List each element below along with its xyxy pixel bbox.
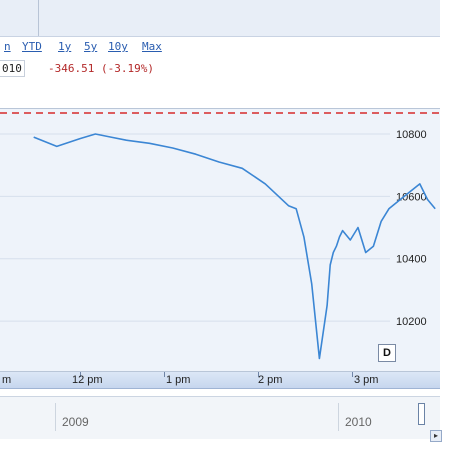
time-label: 2 pm bbox=[258, 374, 283, 386]
time-tick bbox=[258, 372, 259, 377]
y-tick-label: 10400 bbox=[396, 254, 427, 266]
series-line bbox=[33, 133, 436, 360]
zoom-link-1y[interactable]: 1y bbox=[58, 40, 72, 53]
y-tick-label: 10800 bbox=[396, 129, 427, 141]
scroll-arrow-icon[interactable]: ▸ bbox=[430, 430, 442, 442]
year-label: 2009 bbox=[62, 415, 89, 429]
time-axis: m 12 pm 1 pm 2 pm 3 pm bbox=[0, 372, 440, 389]
quote-change-row: 010 -346.51 (-3.19%) bbox=[0, 60, 440, 77]
chart-area[interactable]: 1080010600104001020010000 bbox=[0, 108, 440, 390]
zoom-range-bar: n YTD 1y 5y 10y Max bbox=[0, 40, 440, 56]
y-tick-label: 10600 bbox=[396, 191, 427, 203]
year-divider bbox=[338, 403, 339, 431]
price-change: -346.51 (-3.19%) bbox=[48, 62, 154, 75]
zoom-link-10y[interactable]: 10y bbox=[108, 40, 128, 53]
time-label: 3 pm bbox=[354, 374, 379, 386]
zoom-link-5y[interactable]: 5y bbox=[84, 40, 98, 53]
zoom-link-ytd[interactable]: YTD bbox=[22, 40, 42, 53]
time-tick bbox=[164, 372, 165, 377]
time-tick bbox=[80, 372, 81, 377]
header-strip bbox=[0, 0, 440, 37]
zoom-link-1m[interactable]: n bbox=[4, 40, 11, 53]
header-divider bbox=[38, 0, 39, 36]
date-field[interactable]: 010 bbox=[0, 60, 25, 77]
time-label: 1 pm bbox=[166, 374, 191, 386]
zoom-link-max[interactable]: Max bbox=[142, 40, 162, 53]
range-handle[interactable] bbox=[418, 403, 425, 425]
price-chart: 1080010600104001020010000 bbox=[0, 112, 440, 390]
year-label: 2010 bbox=[345, 415, 372, 429]
year-divider bbox=[55, 403, 56, 431]
time-label: m bbox=[2, 374, 12, 386]
y-tick-label: 10200 bbox=[396, 316, 427, 328]
d-button[interactable]: D bbox=[378, 344, 396, 362]
overview-navigator[interactable]: 2009 2010 bbox=[0, 396, 440, 439]
time-tick bbox=[352, 372, 353, 377]
time-label: 12 pm bbox=[72, 374, 103, 386]
